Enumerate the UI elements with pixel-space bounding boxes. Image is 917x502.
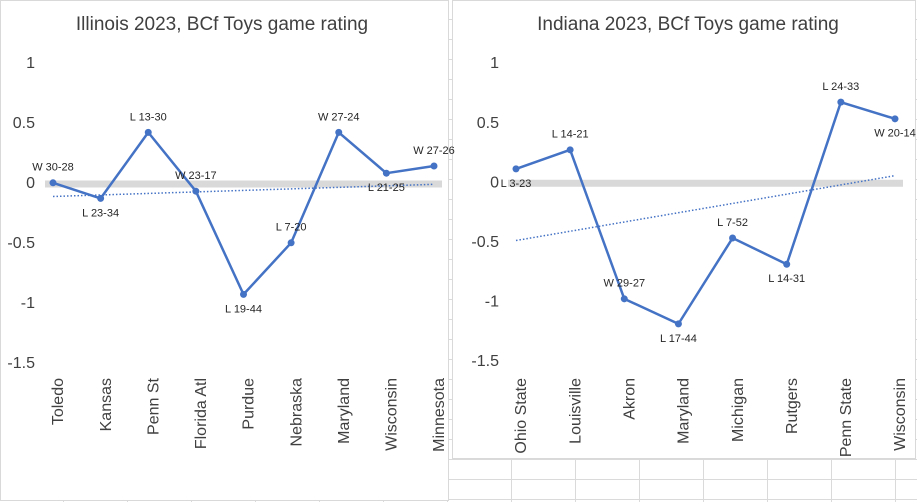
data-point [97,194,105,202]
data-label: L 21-25 [368,182,405,194]
x-tick-label: Rutgers [784,378,801,434]
data-point [382,169,390,177]
data-point [144,128,152,136]
x-tick-label: Purdue [241,378,258,430]
data-point [729,234,737,242]
trendline [515,174,896,242]
data-label: L 7-52 [717,217,748,229]
x-tick-label: Louisville [567,378,584,444]
data-point [891,115,899,123]
y-tick-label: 0 [26,175,35,192]
data-point [192,187,200,195]
x-tick-label: Maryland [676,378,693,444]
data-label: W 30-28 [32,162,74,174]
x-tick-label: Penn State [838,378,855,457]
data-label: W 27-26 [413,145,455,157]
data-label: W 23-17 [175,170,217,182]
data-point [783,260,791,268]
data-label: W 29-27 [603,278,645,290]
chart-area [452,0,916,459]
data-label: L 7-20 [276,222,307,234]
x-tick-label: Florida Atl [193,378,210,449]
data-label: L 17-44 [660,333,697,345]
data-label: L 23-34 [82,207,119,219]
y-tick-label: -0.5 [7,235,35,252]
data-label: L 24-33 [822,81,859,93]
y-tick-label: 0.5 [477,115,499,132]
x-tick-label: Michigan [730,378,747,442]
data-point [620,295,628,303]
data-label: L 3-23 [501,178,532,190]
x-tick-label: Kansas [98,378,115,431]
data-point [566,146,574,154]
y-tick-label: 0 [490,174,499,191]
x-tick-label: Ohio State [513,378,530,454]
x-tick-label: Akron [622,378,639,420]
data-label: L 14-21 [552,129,589,141]
data-label: L 19-44 [225,303,262,315]
y-tick-label: -1 [21,295,35,312]
y-tick-label: -0.5 [471,234,499,251]
y-tick-label: -1.5 [7,355,35,372]
series-line [515,100,896,326]
x-tick-label: Wisconsin [892,378,909,451]
chart-title: Illinois 2023, BCf Toys game rating [76,14,368,35]
data-point [287,239,295,247]
y-tick-label: 0.5 [13,115,35,132]
data-point [674,320,682,328]
y-tick-label: -1 [485,294,499,311]
data-point [512,165,520,173]
x-tick-label: Penn St [145,377,162,434]
y-tick-label: 1 [490,55,499,72]
data-point [837,98,845,106]
data-point [240,290,247,298]
x-tick-label: Minnesota [431,378,448,452]
data-label: W 20-14 [874,128,916,140]
data-point [49,179,57,187]
trendline [52,183,435,198]
data-label: L 14-31 [768,273,805,285]
data-label: W 27-24 [318,111,360,123]
y-tick-label: -1.5 [471,353,499,370]
data-point [335,128,343,136]
x-tick-label: Maryland [336,378,353,444]
data-point [430,162,438,170]
x-tick-label: Nebraska [288,378,305,447]
x-tick-label: Wisconsin [384,378,401,451]
chart-title: Indiana 2023, BCf Toys game rating [537,14,839,35]
y-tick-label: 1 [26,55,35,72]
x-tick-label: Toledo [50,378,67,425]
data-label: L 13-30 [130,111,167,123]
